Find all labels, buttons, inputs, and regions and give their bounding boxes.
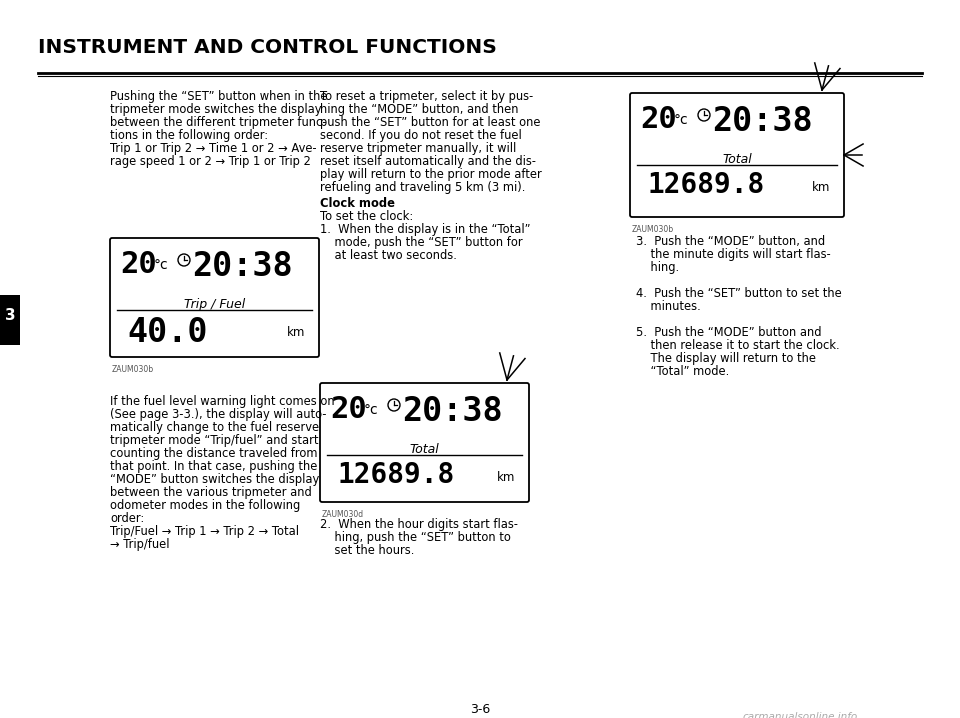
Text: between the different tripmeter func-: between the different tripmeter func- bbox=[110, 116, 326, 129]
Text: 20: 20 bbox=[120, 250, 156, 279]
Text: 20:38: 20:38 bbox=[402, 395, 503, 428]
Text: odometer modes in the following: odometer modes in the following bbox=[110, 499, 300, 512]
Text: matically change to the fuel reserve: matically change to the fuel reserve bbox=[110, 421, 319, 434]
Text: hing.: hing. bbox=[636, 261, 679, 274]
Text: INSTRUMENT AND CONTROL FUNCTIONS: INSTRUMENT AND CONTROL FUNCTIONS bbox=[38, 38, 497, 57]
Text: km: km bbox=[287, 326, 305, 339]
Text: second. If you do not reset the fuel: second. If you do not reset the fuel bbox=[320, 129, 521, 142]
Text: 1.  When the display is in the “Total”: 1. When the display is in the “Total” bbox=[320, 223, 531, 236]
Text: To set the clock:: To set the clock: bbox=[320, 210, 413, 223]
Text: counting the distance traveled from: counting the distance traveled from bbox=[110, 447, 318, 460]
Text: mode, push the “SET” button for: mode, push the “SET” button for bbox=[320, 236, 522, 249]
Text: (See page 3-3.), the display will auto-: (See page 3-3.), the display will auto- bbox=[110, 408, 326, 421]
FancyBboxPatch shape bbox=[320, 383, 529, 502]
FancyBboxPatch shape bbox=[110, 238, 319, 357]
Text: that point. In that case, pushing the: that point. In that case, pushing the bbox=[110, 460, 318, 473]
Text: reset itself automatically and the dis-: reset itself automatically and the dis- bbox=[320, 155, 536, 168]
Text: set the hours.: set the hours. bbox=[320, 544, 415, 557]
Text: order:: order: bbox=[110, 512, 144, 525]
Text: refueling and traveling 5 km (3 mi).: refueling and traveling 5 km (3 mi). bbox=[320, 181, 525, 194]
Text: 12689.8: 12689.8 bbox=[647, 171, 764, 199]
Text: Total: Total bbox=[722, 153, 752, 166]
Text: then release it to start the clock.: then release it to start the clock. bbox=[636, 339, 840, 352]
Text: tripmeter mode switches the display: tripmeter mode switches the display bbox=[110, 103, 322, 116]
Text: 20: 20 bbox=[330, 395, 367, 424]
Text: The display will return to the: The display will return to the bbox=[636, 352, 816, 365]
Text: tions in the following order:: tions in the following order: bbox=[110, 129, 268, 142]
Text: 20: 20 bbox=[640, 105, 677, 134]
Text: 20:38: 20:38 bbox=[712, 105, 812, 138]
Text: Trip 1 or Trip 2 → Time 1 or 2 → Ave-: Trip 1 or Trip 2 → Time 1 or 2 → Ave- bbox=[110, 142, 317, 155]
Text: To reset a tripmeter, select it by pus-: To reset a tripmeter, select it by pus- bbox=[320, 90, 533, 103]
Text: °c: °c bbox=[364, 403, 378, 417]
Text: 3: 3 bbox=[5, 309, 15, 324]
Text: 2.  When the hour digits start flas-: 2. When the hour digits start flas- bbox=[320, 518, 518, 531]
FancyBboxPatch shape bbox=[0, 295, 20, 345]
Text: carmanualsonline.info: carmanualsonline.info bbox=[742, 712, 857, 718]
Text: play will return to the prior mode after: play will return to the prior mode after bbox=[320, 168, 541, 181]
Text: °c: °c bbox=[154, 258, 169, 272]
Text: Trip / Fuel: Trip / Fuel bbox=[184, 298, 245, 311]
Text: °c: °c bbox=[674, 113, 688, 127]
Text: ZAUM030b: ZAUM030b bbox=[112, 365, 155, 374]
Text: Trip/Fuel → Trip 1 → Trip 2 → Total: Trip/Fuel → Trip 1 → Trip 2 → Total bbox=[110, 525, 299, 538]
Text: hing the “MODE” button, and then: hing the “MODE” button, and then bbox=[320, 103, 518, 116]
Text: reserve tripmeter manually, it will: reserve tripmeter manually, it will bbox=[320, 142, 516, 155]
Text: Pushing the “SET” button when in the: Pushing the “SET” button when in the bbox=[110, 90, 327, 103]
FancyBboxPatch shape bbox=[630, 93, 844, 217]
Text: Clock mode: Clock mode bbox=[320, 197, 395, 210]
Text: the minute digits will start flas-: the minute digits will start flas- bbox=[636, 248, 830, 261]
Text: push the “SET” button for at least one: push the “SET” button for at least one bbox=[320, 116, 540, 129]
Text: “Total” mode.: “Total” mode. bbox=[636, 365, 730, 378]
Text: Total: Total bbox=[410, 443, 440, 456]
Text: between the various tripmeter and: between the various tripmeter and bbox=[110, 486, 312, 499]
Text: km: km bbox=[812, 181, 830, 194]
Text: minutes.: minutes. bbox=[636, 300, 701, 313]
Text: 20:38: 20:38 bbox=[192, 250, 293, 283]
Text: 5.  Push the “MODE” button and: 5. Push the “MODE” button and bbox=[636, 326, 822, 339]
Text: ZAUM030b: ZAUM030b bbox=[632, 225, 674, 234]
Text: at least two seconds.: at least two seconds. bbox=[320, 249, 457, 262]
Text: 3.  Push the “MODE” button, and: 3. Push the “MODE” button, and bbox=[636, 235, 826, 248]
Text: rage speed 1 or 2 → Trip 1 or Trip 2: rage speed 1 or 2 → Trip 1 or Trip 2 bbox=[110, 155, 311, 168]
Text: 12689.8: 12689.8 bbox=[337, 461, 454, 489]
Text: km: km bbox=[497, 471, 516, 484]
Text: “MODE” button switches the display: “MODE” button switches the display bbox=[110, 473, 320, 486]
Text: If the fuel level warning light comes on: If the fuel level warning light comes on bbox=[110, 395, 335, 408]
Text: ZAUM030d: ZAUM030d bbox=[322, 510, 364, 519]
Text: 3-6: 3-6 bbox=[469, 703, 491, 716]
Text: 4.  Push the “SET” button to set the: 4. Push the “SET” button to set the bbox=[636, 287, 842, 300]
Text: → Trip/fuel: → Trip/fuel bbox=[110, 538, 170, 551]
Text: 40.0: 40.0 bbox=[127, 316, 207, 349]
Text: tripmeter mode “Trip/fuel” and start: tripmeter mode “Trip/fuel” and start bbox=[110, 434, 319, 447]
Text: hing, push the “SET” button to: hing, push the “SET” button to bbox=[320, 531, 511, 544]
